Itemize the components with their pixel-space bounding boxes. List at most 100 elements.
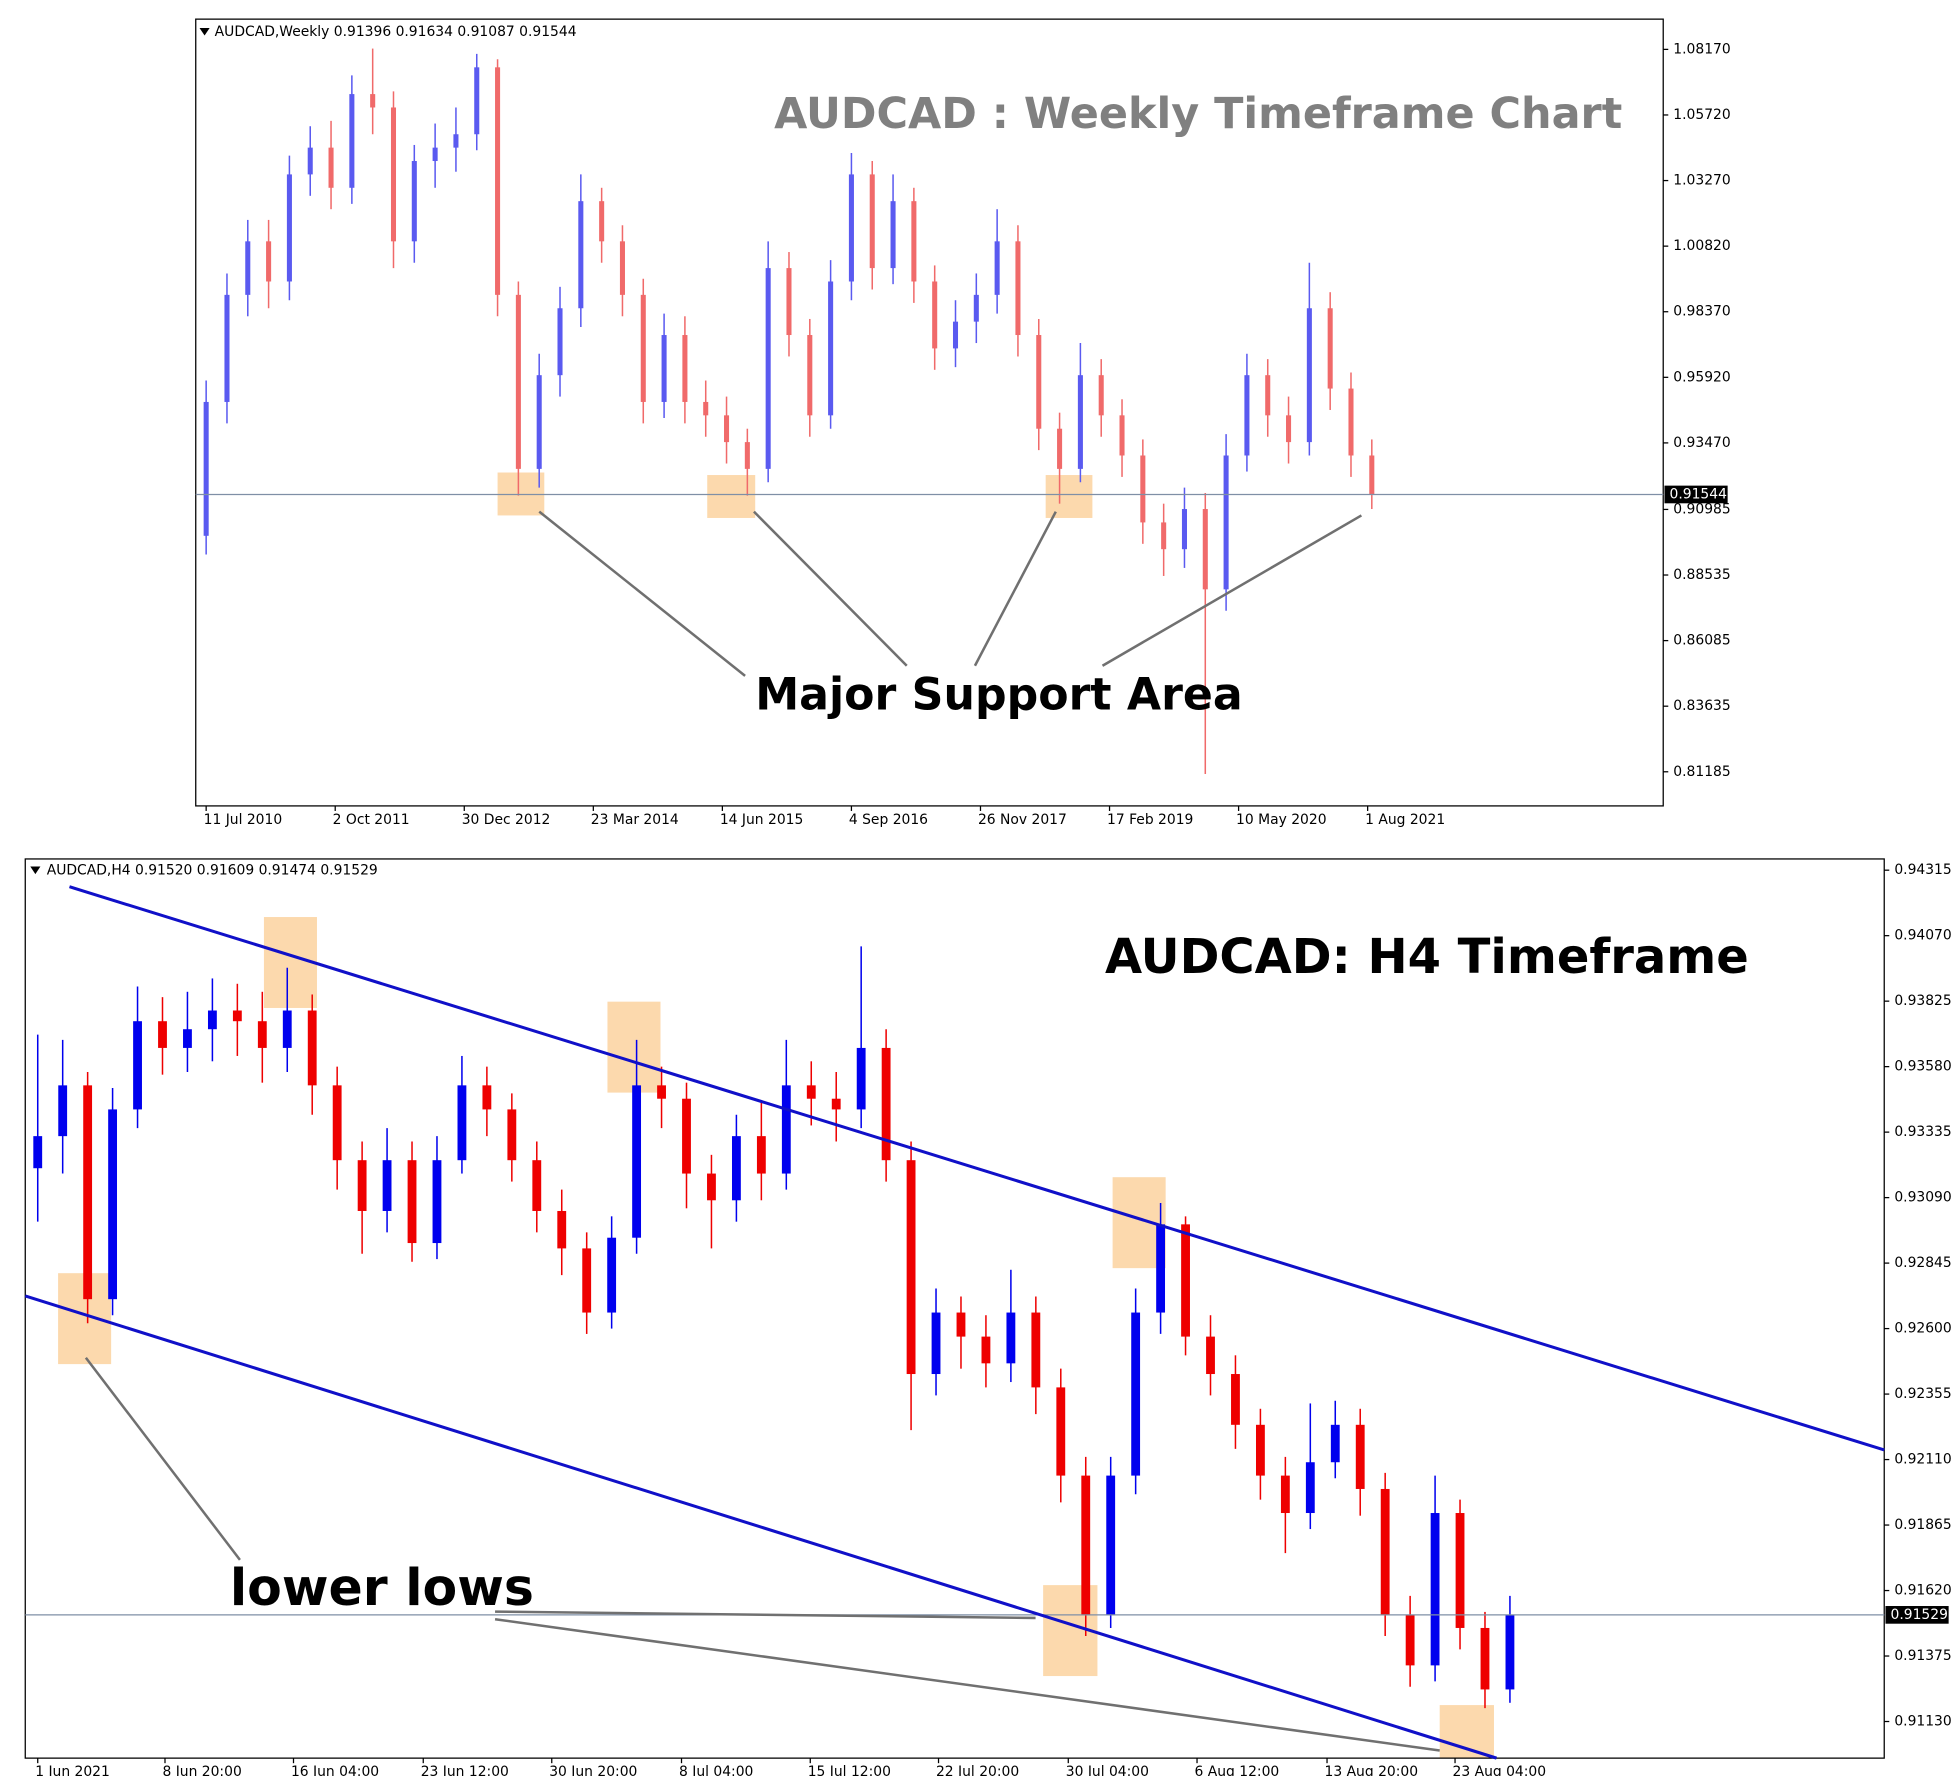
candle-body <box>657 1085 666 1099</box>
candle-body <box>682 335 688 402</box>
x-tick-label: 23 Jun 12:00 <box>421 1764 509 1776</box>
x-tick-label: 1 Aug 2021 <box>1365 812 1445 828</box>
connectors <box>84 510 1440 1752</box>
y-tick-label: 0.92110 <box>1894 1452 1951 1468</box>
candle-body <box>578 201 584 309</box>
y-tick-label: 0.91865 <box>1894 1517 1951 1533</box>
candle-body <box>332 1085 342 1161</box>
candle-body <box>661 335 667 402</box>
connector <box>538 510 746 677</box>
candle-body <box>432 147 438 162</box>
candle-body <box>232 1010 242 1022</box>
candle-body <box>981 1336 991 1364</box>
highlight-box <box>607 1001 661 1093</box>
y-tick-label: 0.88535 <box>1673 567 1730 583</box>
chart-title: AUDCAD : Weekly Timeframe Chart <box>774 89 1622 139</box>
candle-body <box>1255 1424 1265 1476</box>
highlight-box <box>263 917 317 1008</box>
candle-body <box>1280 1475 1290 1514</box>
candle-body <box>495 67 501 295</box>
candle-body <box>607 1237 617 1313</box>
candle-body <box>1223 455 1229 590</box>
connector <box>495 1610 1036 1620</box>
candle-body <box>831 1098 841 1110</box>
candle-body <box>407 1160 417 1244</box>
candle-body <box>744 442 750 469</box>
y-tick-label: 0.90985 <box>1673 501 1730 517</box>
candle-body <box>756 1136 766 1174</box>
y-tick-label: 1.05720 <box>1673 107 1730 123</box>
candle-body <box>245 241 251 295</box>
channel-lines <box>24 885 1885 1760</box>
candle-body <box>952 321 959 349</box>
candle-body <box>1206 1336 1215 1375</box>
y-tick-label: 0.98370 <box>1673 304 1730 320</box>
x-tick-label: 23 Aug 04:00 <box>1453 1764 1547 1776</box>
y-tick-label: 0.93580 <box>1894 1059 1951 1075</box>
candle-body <box>457 1085 467 1161</box>
candle-body <box>536 375 542 469</box>
candle-body <box>786 268 792 336</box>
candle-body <box>133 1021 142 1110</box>
candle-body <box>599 201 605 242</box>
candle-body <box>1015 241 1021 336</box>
y-tick-label: 1.00820 <box>1673 238 1730 254</box>
y-tick-label: 0.91620 <box>1894 1583 1951 1599</box>
candle-body <box>474 67 480 135</box>
candle-layer: 1.08170 1.05720 1.03270 1.00820 0.98370 0.959… <box>24 18 1952 1776</box>
annotation: Major Support Area <box>755 669 1242 720</box>
x-tick-label: 4 Sep 2016 <box>849 812 928 828</box>
candle-body <box>1480 1627 1490 1690</box>
candle-body <box>1131 1312 1141 1476</box>
highlight-box <box>1045 475 1093 518</box>
candle-body <box>1057 428 1063 469</box>
annotation: lower lows <box>230 1558 534 1617</box>
candle-body <box>890 201 896 269</box>
candle-body <box>1286 415 1292 443</box>
candle-body <box>1161 522 1167 550</box>
connector <box>753 510 908 667</box>
connector <box>494 1617 1440 1752</box>
candle-body <box>382 1160 392 1211</box>
x-tick-label: 1 Jun 2021 <box>35 1764 110 1776</box>
candle-body <box>1355 1424 1365 1489</box>
x-tick-label: 22 Jul 20:00 <box>936 1764 1019 1776</box>
candle-body <box>1369 455 1375 495</box>
candle-body <box>632 1085 642 1238</box>
candle-body <box>956 1312 966 1337</box>
menu-triangle[interactable] <box>30 866 41 875</box>
menu-triangle[interactable] <box>199 27 210 36</box>
candle-body <box>731 1136 741 1201</box>
candle-body <box>931 1312 941 1375</box>
y-tick-label: 0.93825 <box>1894 993 1951 1009</box>
candle-body <box>724 415 730 443</box>
candle-body <box>1305 1462 1315 1514</box>
y-tick-label: 0.94315 <box>1894 862 1951 878</box>
candle-body <box>532 1160 542 1211</box>
candle-body <box>848 174 854 282</box>
plot-frame <box>195 18 1664 807</box>
candle-body <box>973 294 979 322</box>
candle-body <box>432 1160 442 1244</box>
candle-body <box>266 241 272 282</box>
y-tick-label: 1.08170 <box>1673 41 1730 57</box>
candle-body <box>1306 308 1312 443</box>
plot-frame <box>24 858 1885 1759</box>
y-tick-label: 0.83635 <box>1673 698 1730 714</box>
candle-body <box>557 308 563 376</box>
candle-body <box>328 147 334 188</box>
x-tick-label: 13 Aug 20:00 <box>1325 1764 1419 1776</box>
candle-body <box>1330 1424 1340 1463</box>
price-label-box <box>1664 485 1728 504</box>
candle-body <box>1265 375 1271 416</box>
x-tick-label: 30 Jun 20:00 <box>549 1764 637 1776</box>
candle-body <box>869 174 875 269</box>
candle-body <box>453 134 459 148</box>
channel-upper <box>69 885 1885 1452</box>
candle-body <box>390 107 397 242</box>
candle-body <box>1231 1374 1240 1425</box>
y-tick-label: 0.93090 <box>1894 1190 1951 1206</box>
candle-body <box>1098 375 1104 416</box>
